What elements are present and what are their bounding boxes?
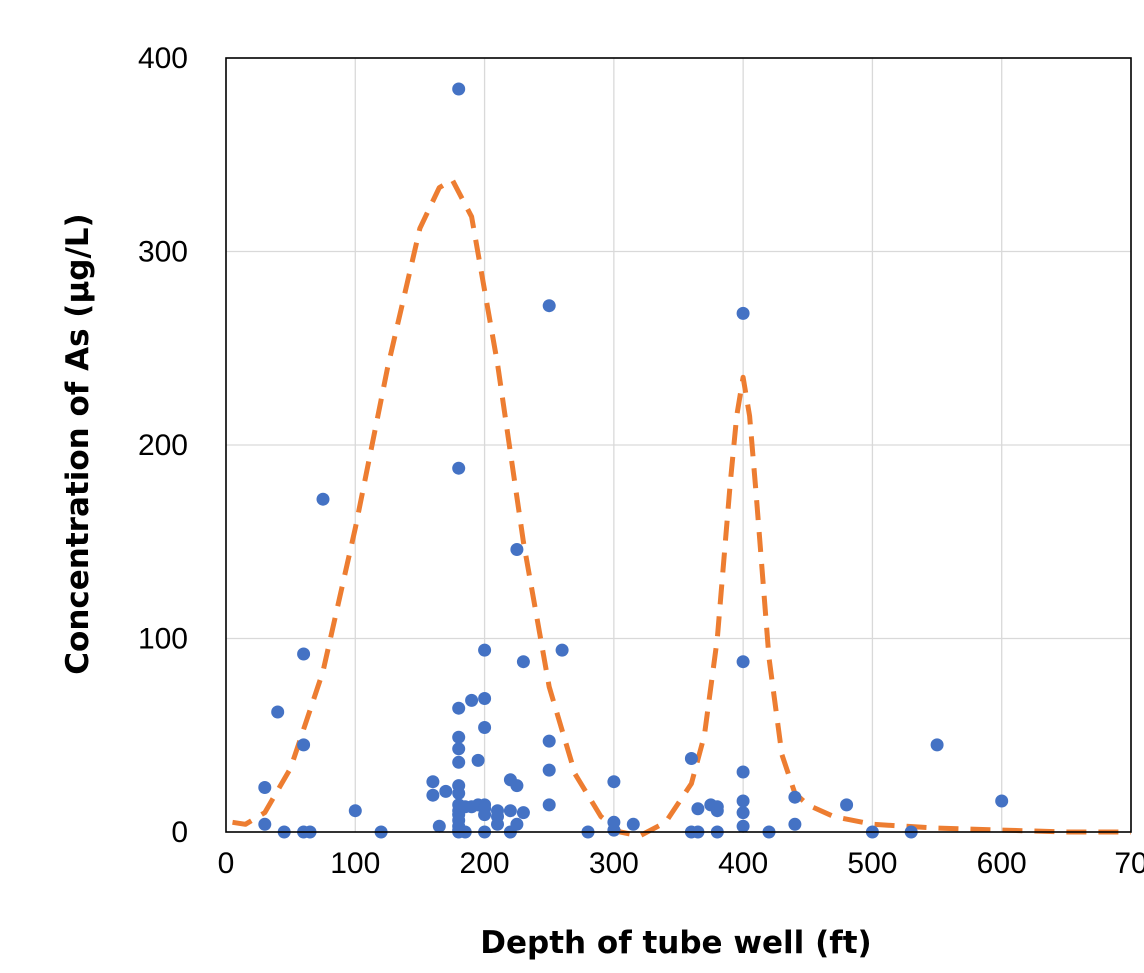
data-point-74	[736, 765, 750, 779]
data-point-15	[452, 82, 466, 96]
data-point-77	[736, 819, 750, 833]
y-tick-label-4: 400	[138, 42, 188, 75]
data-point-52	[516, 655, 530, 669]
data-point-73	[736, 655, 750, 669]
data-point-4	[297, 647, 311, 661]
data-point-47	[503, 804, 517, 818]
data-point-55	[542, 734, 556, 748]
x-tick-label-6: 600	[977, 847, 1027, 880]
data-point-11	[426, 775, 440, 789]
x-tick-label-5: 500	[847, 847, 897, 880]
fitted-curve	[232, 177, 1131, 839]
data-point-60	[607, 775, 621, 789]
x-tick-label-2: 200	[460, 847, 510, 880]
data-point-54	[542, 299, 556, 313]
data-point-49	[510, 543, 524, 556]
data-point-17	[452, 701, 466, 715]
data-point-36	[478, 643, 492, 657]
data-point-85	[995, 794, 1009, 808]
data-point-9	[348, 804, 362, 818]
x-tick-label-3: 300	[589, 847, 639, 880]
data-point-81	[840, 798, 854, 812]
data-point-1	[258, 817, 272, 831]
data-point-70	[710, 804, 724, 818]
plot-border	[225, 57, 1132, 833]
data-point-84	[930, 738, 944, 752]
data-point-38	[478, 721, 492, 734]
y-axis-tick-labels: 0 100 200 300 400	[138, 42, 188, 849]
data-point-41	[478, 808, 492, 822]
x-tick-label-7: 70	[1114, 847, 1144, 880]
data-point-37	[478, 692, 492, 705]
data-point-18	[452, 730, 466, 744]
x-tick-label-0: 0	[218, 847, 235, 880]
data-point-66	[691, 802, 705, 816]
data-point-72	[736, 306, 750, 320]
data-point-80	[788, 817, 802, 831]
data-point-63	[626, 817, 640, 831]
data-point-64	[684, 752, 698, 765]
data-point-8	[316, 492, 330, 506]
x-tick-label-4: 400	[718, 847, 768, 880]
y-tick-label-2: 200	[138, 429, 188, 462]
data-point-0	[258, 781, 272, 794]
data-point-62	[607, 823, 621, 837]
data-point-56	[542, 763, 556, 777]
data-point-50	[510, 779, 524, 793]
data-point-2	[271, 705, 285, 719]
y-tick-label-1: 100	[138, 623, 188, 656]
data-point-14	[439, 784, 453, 798]
gridlines	[226, 57, 1132, 832]
data-point-16	[452, 461, 466, 475]
data-point-57	[542, 798, 556, 812]
x-axis-tick-labels: 0 100 200 300 400 500 600 70	[218, 847, 1144, 880]
fitted-curve-line	[232, 177, 1131, 839]
data-point-79	[788, 790, 802, 804]
data-point-45	[491, 817, 504, 831]
data-point-75	[736, 794, 750, 808]
data-point-34	[471, 753, 485, 767]
y-tick-label-3: 300	[138, 236, 188, 269]
data-point-22	[452, 786, 466, 800]
data-point-53	[516, 806, 530, 820]
data-point-58	[555, 643, 569, 657]
y-axis-title: Concentration of As (µg/L)	[60, 213, 96, 674]
data-point-76	[736, 806, 750, 820]
data-point-5	[297, 738, 311, 752]
plot-frame	[225, 57, 1132, 833]
data-point-20	[452, 755, 466, 769]
data-point-51	[510, 817, 524, 831]
data-point-12	[426, 788, 440, 802]
x-tick-label-1: 100	[330, 847, 380, 880]
data-points	[258, 82, 1009, 839]
y-tick-label-0: 0	[171, 816, 188, 849]
data-point-32	[465, 693, 479, 707]
data-point-19	[452, 742, 466, 756]
data-point-13	[432, 819, 446, 833]
x-axis-title: Depth of tube well (ft)	[480, 925, 871, 961]
